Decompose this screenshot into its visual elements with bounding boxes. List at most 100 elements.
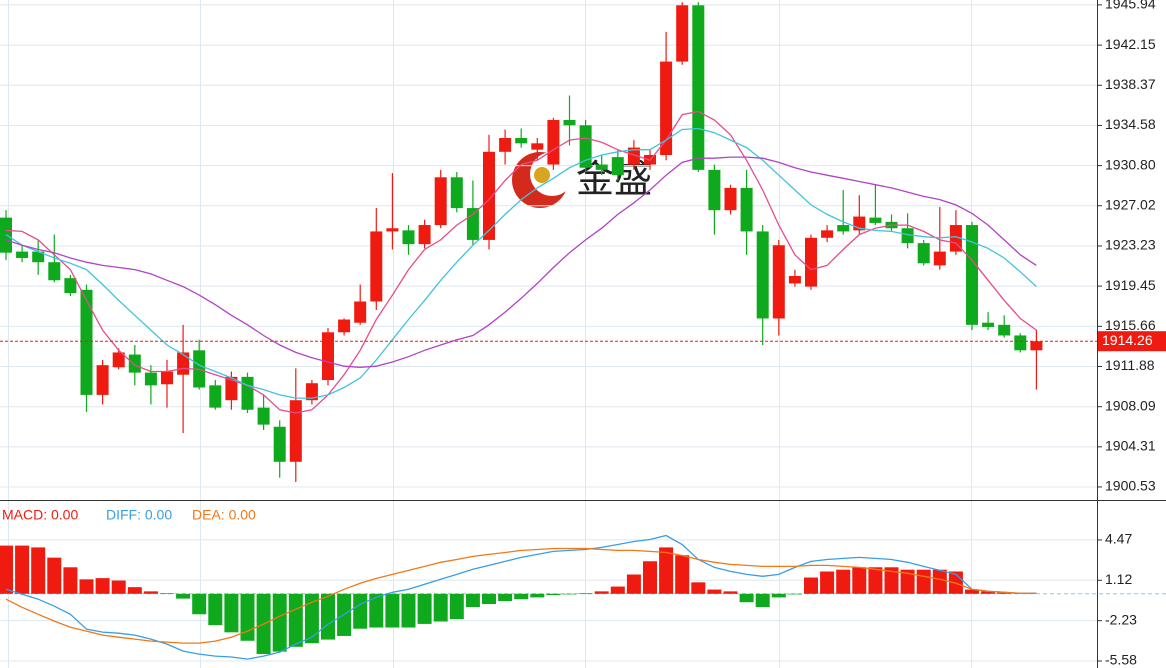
macd-bar xyxy=(578,593,593,594)
macd-bar xyxy=(111,580,126,594)
macd-bar xyxy=(723,591,738,594)
candle-body xyxy=(611,157,624,176)
candle-body xyxy=(998,324,1011,336)
macd-bar xyxy=(514,593,529,600)
macd-bar xyxy=(787,593,802,595)
macd-bar xyxy=(868,567,883,594)
candle-body xyxy=(708,169,721,211)
y-tick-label: 1945.94 xyxy=(1105,0,1156,12)
candle-body xyxy=(354,301,367,323)
candle-body xyxy=(112,352,125,368)
candle-body xyxy=(322,332,334,381)
macd-bar xyxy=(143,591,158,594)
candle-body xyxy=(837,225,850,232)
candle-body xyxy=(144,372,157,386)
candle-body xyxy=(966,225,978,325)
y-tick-label: 1904.31 xyxy=(1105,438,1156,454)
y-tick-label: 1919.45 xyxy=(1105,277,1156,293)
candle-body xyxy=(16,251,29,258)
candle-body xyxy=(161,371,173,385)
macd-bar xyxy=(900,569,915,594)
candle-body xyxy=(933,251,946,266)
candle-body xyxy=(338,319,351,333)
macd-bar xyxy=(610,586,625,594)
macd-bar xyxy=(594,591,609,594)
candle-body xyxy=(563,119,576,126)
macd-bar xyxy=(997,592,1012,594)
last-price-label: 1914.26 xyxy=(1102,332,1153,348)
last-price-box xyxy=(1098,331,1166,352)
macd-bar xyxy=(272,593,287,652)
candle-body xyxy=(418,225,431,245)
macd-bar xyxy=(385,593,400,628)
legend-label: MACD: 0.00 xyxy=(2,507,78,523)
macd-bar xyxy=(449,593,464,620)
macd-bar xyxy=(546,593,561,595)
macd-bar xyxy=(47,557,62,594)
candle-body xyxy=(772,245,785,319)
candle-body xyxy=(660,61,673,155)
candle-body xyxy=(96,365,109,395)
macd-bar xyxy=(675,555,690,594)
macd-line xyxy=(5,547,1037,644)
candle-body xyxy=(305,383,318,401)
candle-body xyxy=(805,237,817,287)
y-tick-label: 1.12 xyxy=(1105,571,1132,587)
candle-body xyxy=(579,125,592,168)
candle-body xyxy=(257,407,270,425)
macd-bar xyxy=(353,593,368,629)
candle-body xyxy=(949,225,962,252)
candle-body xyxy=(386,228,399,232)
moving-average-line xyxy=(5,127,1037,399)
macd-bar xyxy=(836,569,851,594)
macd-bar xyxy=(176,593,191,599)
macd-bar xyxy=(15,545,30,594)
candle-body xyxy=(483,151,495,240)
candle-body xyxy=(241,376,254,410)
candle-body xyxy=(627,147,640,165)
y-tick-label: 4.47 xyxy=(1105,531,1132,547)
y-tick-label: 1942.15 xyxy=(1105,36,1156,52)
moving-average-line xyxy=(5,110,1037,414)
y-tick-label: 1938.37 xyxy=(1105,76,1156,92)
macd-bar xyxy=(932,569,947,594)
candle-body xyxy=(370,231,383,302)
y-tick-label: -2.23 xyxy=(1105,611,1137,627)
candle-body xyxy=(901,228,914,244)
candle-body xyxy=(450,177,463,209)
candle-body xyxy=(917,243,930,264)
macd-bar xyxy=(63,567,78,594)
y-tick-label: 1908.09 xyxy=(1105,397,1156,413)
candle-body xyxy=(1030,341,1043,351)
candle-body xyxy=(692,5,705,170)
macd-bar xyxy=(240,593,255,641)
macd-bar xyxy=(192,593,207,615)
macd-bar xyxy=(288,593,303,647)
macd-bar xyxy=(965,589,979,594)
y-tick-label: 1934.58 xyxy=(1105,116,1156,132)
moving-average-line xyxy=(5,156,1037,368)
macd-bar xyxy=(804,577,818,594)
macd-bar xyxy=(916,569,931,594)
macd-bar xyxy=(755,593,770,608)
macd-bar xyxy=(369,593,384,628)
candle-body xyxy=(128,354,141,373)
macd-bar xyxy=(304,593,319,644)
macd-bar xyxy=(739,593,754,603)
y-tick-label: 1900.53 xyxy=(1105,478,1156,494)
macd-bar xyxy=(820,571,835,594)
macd-bar xyxy=(160,593,174,594)
candle-body xyxy=(80,289,93,395)
candle-body xyxy=(289,400,302,462)
candle-body xyxy=(869,217,882,223)
macd-bar xyxy=(659,547,674,594)
macd-bar xyxy=(626,574,641,594)
candle-body xyxy=(434,177,447,226)
macd-bar xyxy=(208,593,223,626)
candle-body xyxy=(64,278,77,293)
macd-bar xyxy=(482,593,496,605)
macd-bar xyxy=(707,589,722,594)
candle-body xyxy=(788,276,801,284)
